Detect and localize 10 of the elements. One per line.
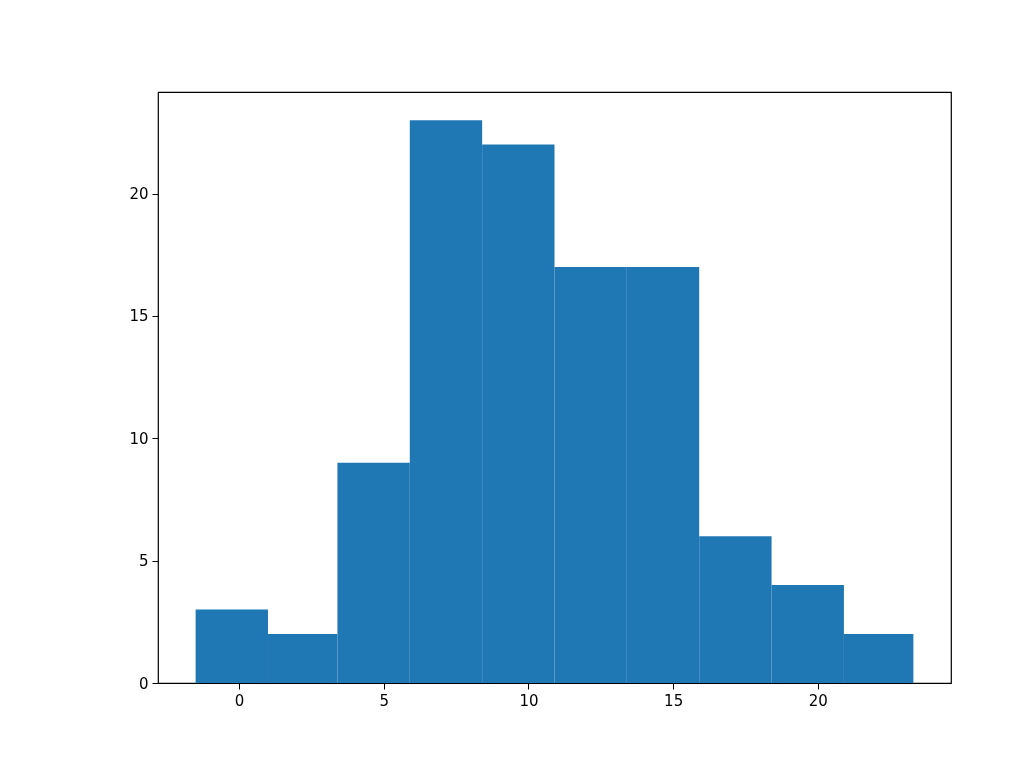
y-tick-label: 0 <box>138 674 149 693</box>
y-tick-label: 5 <box>138 552 149 571</box>
x-tick-label: 0 <box>234 691 245 710</box>
x-tick-label: 10 <box>519 691 539 710</box>
x-tick-label: 20 <box>808 691 828 710</box>
y-tick-label: 20 <box>129 185 149 204</box>
y-tick-label: 10 <box>129 429 149 448</box>
x-tick-label: 5 <box>379 691 390 710</box>
x-tick-label: 15 <box>664 691 684 710</box>
y-tick-label: 15 <box>129 307 149 326</box>
